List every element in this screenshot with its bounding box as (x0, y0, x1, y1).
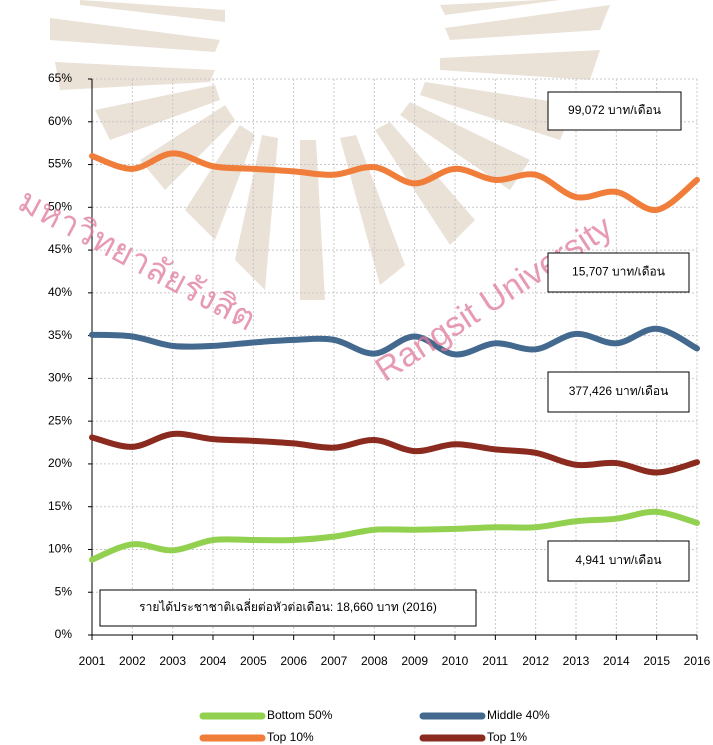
y-tick-label: 35% (48, 328, 72, 342)
series-line (89, 150, 700, 213)
annotation-box (99, 589, 477, 627)
legend-label: Middle 40% (487, 708, 550, 722)
y-tick-label: 10% (48, 542, 72, 556)
x-tick-label: 2002 (119, 654, 146, 668)
y-tick-label: 60% (48, 114, 72, 128)
y-tick-label: 25% (48, 413, 72, 427)
x-tick-label: 2001 (79, 654, 106, 668)
annotation-box (547, 91, 682, 131)
x-tick-label: 2005 (240, 654, 267, 668)
y-tick-label: 45% (48, 242, 72, 256)
x-tick-label: 2006 (280, 654, 307, 668)
x-tick-label: 2012 (522, 654, 549, 668)
x-tick-label: 2009 (401, 654, 428, 668)
annotation: 99,072 บาท/เดือน (568, 103, 661, 117)
x-tick-label: 2003 (159, 654, 186, 668)
y-tick-label: 50% (48, 199, 72, 213)
annotation: 4,941 บาท/เดือน (575, 553, 661, 567)
x-tick-label: 2010 (442, 654, 469, 668)
watermark: Rangsit University (369, 208, 619, 389)
y-tick-label: 5% (55, 584, 73, 598)
legend-label: Top 1% (487, 730, 527, 744)
annotation-box (547, 371, 690, 413)
legend-label: Top 10% (267, 730, 314, 744)
annotation: รายได้ประชาชาติเฉลี่ยต่อหัวต่อเดือน: 18,… (139, 598, 437, 614)
annotation: 377,426 บาท/เดือน (569, 384, 669, 398)
x-tick-label: 2013 (563, 654, 590, 668)
legend-label: Bottom 50% (267, 708, 333, 722)
x-tick-label: 2016 (684, 654, 711, 668)
y-tick-label: 65% (48, 71, 72, 85)
y-tick-label: 40% (48, 285, 72, 299)
y-tick-label: 20% (48, 456, 72, 470)
series-line (89, 325, 700, 358)
x-tick-label: 2004 (200, 654, 227, 668)
annotation-box (547, 252, 690, 293)
y-tick-label: 15% (48, 499, 72, 513)
series-line (89, 508, 700, 563)
x-tick-label: 2011 (482, 654, 508, 668)
sunburst-decoration (50, 0, 610, 300)
series-line (89, 430, 700, 476)
y-tick-label: 30% (48, 371, 72, 385)
annotation-box (547, 540, 690, 582)
x-tick-label: 2014 (603, 654, 630, 668)
y-tick-label: 0% (55, 627, 73, 641)
x-tick-label: 2008 (361, 654, 388, 668)
x-tick-label: 2007 (321, 654, 348, 668)
x-tick-label: 2015 (643, 654, 670, 668)
annotation: 15,707 บาท/เดือน (572, 265, 665, 279)
y-tick-label: 55% (48, 157, 72, 171)
